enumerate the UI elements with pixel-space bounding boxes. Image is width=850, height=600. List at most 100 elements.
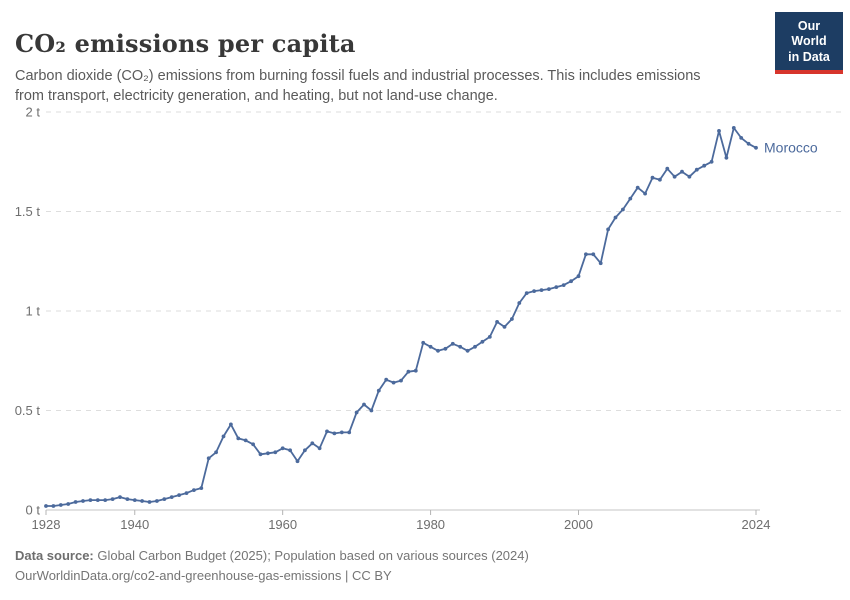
data-point[interactable] bbox=[125, 497, 130, 501]
data-point[interactable] bbox=[569, 279, 573, 284]
data-point[interactable] bbox=[495, 320, 499, 324]
data-point[interactable] bbox=[339, 430, 344, 435]
data-point[interactable] bbox=[110, 497, 115, 501]
data-point[interactable] bbox=[458, 344, 463, 349]
series-label[interactable]: Morocco bbox=[764, 139, 818, 155]
data-point[interactable] bbox=[221, 434, 226, 439]
data-point[interactable] bbox=[694, 167, 699, 172]
data-point[interactable] bbox=[650, 175, 655, 180]
data-point[interactable] bbox=[443, 346, 448, 351]
data-point[interactable] bbox=[118, 495, 122, 499]
data-point[interactable] bbox=[192, 488, 196, 492]
data-point[interactable] bbox=[303, 448, 307, 453]
data-point[interactable] bbox=[332, 431, 337, 436]
data-point[interactable] bbox=[665, 166, 670, 171]
data-point[interactable] bbox=[584, 252, 588, 257]
data-point[interactable] bbox=[229, 422, 233, 427]
data-point[interactable] bbox=[746, 141, 751, 146]
data-point[interactable] bbox=[421, 340, 426, 345]
data-point[interactable] bbox=[317, 446, 322, 451]
data-point[interactable] bbox=[243, 438, 248, 443]
data-point[interactable] bbox=[169, 495, 174, 499]
owid-logo[interactable]: Our World in Data bbox=[775, 12, 843, 74]
data-point[interactable] bbox=[214, 450, 219, 455]
data-point[interactable] bbox=[376, 388, 381, 393]
data-point[interactable] bbox=[399, 378, 403, 383]
data-point[interactable] bbox=[717, 129, 721, 133]
data-point[interactable] bbox=[58, 503, 63, 507]
data-point[interactable] bbox=[724, 155, 729, 160]
data-point[interactable] bbox=[155, 499, 159, 503]
data-point[interactable] bbox=[487, 335, 492, 339]
data-point[interactable] bbox=[391, 380, 396, 385]
data-point[interactable] bbox=[273, 450, 278, 455]
data-point[interactable] bbox=[288, 448, 292, 453]
data-point[interactable] bbox=[354, 410, 359, 415]
data-point[interactable] bbox=[406, 369, 411, 374]
data-point[interactable] bbox=[465, 348, 470, 353]
data-point[interactable] bbox=[539, 288, 544, 292]
data-point[interactable] bbox=[310, 441, 315, 446]
data-point[interactable] bbox=[95, 498, 100, 502]
data-point[interactable] bbox=[628, 196, 633, 201]
data-point[interactable] bbox=[532, 289, 536, 293]
data-point[interactable] bbox=[266, 451, 270, 456]
data-line[interactable] bbox=[46, 127, 757, 507]
data-point[interactable] bbox=[709, 159, 714, 164]
data-point[interactable] bbox=[576, 274, 581, 279]
data-point[interactable] bbox=[517, 301, 522, 305]
data-point[interactable] bbox=[362, 402, 366, 407]
data-point[interactable] bbox=[325, 429, 329, 434]
data-point[interactable] bbox=[384, 377, 389, 382]
data-point[interactable] bbox=[140, 499, 145, 503]
data-point[interactable] bbox=[554, 285, 559, 289]
data-point[interactable] bbox=[502, 325, 507, 329]
data-point[interactable] bbox=[347, 430, 352, 435]
data-point[interactable] bbox=[236, 436, 241, 441]
data-point[interactable] bbox=[680, 169, 684, 174]
data-point[interactable] bbox=[510, 317, 514, 321]
data-point[interactable] bbox=[621, 207, 625, 212]
data-point[interactable] bbox=[251, 442, 256, 447]
data-point[interactable] bbox=[754, 145, 758, 150]
data-point[interactable] bbox=[73, 500, 78, 504]
data-point[interactable] bbox=[473, 344, 477, 349]
data-point[interactable] bbox=[635, 185, 640, 190]
data-point[interactable] bbox=[258, 452, 263, 457]
data-point[interactable] bbox=[44, 504, 48, 508]
data-point[interactable] bbox=[147, 500, 152, 504]
data-point[interactable] bbox=[436, 348, 440, 353]
data-point[interactable] bbox=[598, 261, 603, 266]
data-point[interactable] bbox=[643, 191, 647, 196]
data-point[interactable] bbox=[561, 283, 566, 287]
data-point[interactable] bbox=[480, 339, 485, 344]
data-point[interactable] bbox=[184, 491, 189, 495]
data-point[interactable] bbox=[103, 498, 108, 502]
data-point[interactable] bbox=[606, 227, 610, 232]
data-point[interactable] bbox=[591, 252, 596, 257]
data-point[interactable] bbox=[613, 215, 618, 220]
data-point[interactable] bbox=[206, 456, 211, 461]
data-point[interactable] bbox=[702, 163, 707, 168]
data-point[interactable] bbox=[672, 174, 677, 179]
data-point[interactable] bbox=[81, 499, 85, 503]
data-point[interactable] bbox=[428, 344, 433, 349]
data-point[interactable] bbox=[66, 502, 71, 506]
line-chart[interactable]: 0 t 0.5 t 1 t 1.5 t 2 t 1928 1940 1960 1980 2000 2… bbox=[0, 95, 850, 555]
data-point[interactable] bbox=[524, 291, 529, 295]
data-point[interactable] bbox=[547, 287, 551, 291]
data-point[interactable] bbox=[162, 497, 167, 501]
data-point[interactable] bbox=[731, 126, 736, 130]
data-point[interactable] bbox=[177, 493, 182, 497]
data-point[interactable] bbox=[739, 136, 744, 140]
data-point[interactable] bbox=[132, 498, 137, 502]
data-point[interactable] bbox=[450, 341, 455, 346]
data-point[interactable] bbox=[280, 446, 285, 451]
data-point[interactable] bbox=[199, 486, 204, 490]
data-point[interactable] bbox=[687, 174, 692, 179]
data-point[interactable] bbox=[295, 459, 300, 464]
data-points[interactable] bbox=[44, 126, 758, 508]
data-point[interactable] bbox=[369, 408, 374, 413]
data-point[interactable] bbox=[658, 177, 662, 182]
data-point[interactable] bbox=[88, 498, 93, 502]
